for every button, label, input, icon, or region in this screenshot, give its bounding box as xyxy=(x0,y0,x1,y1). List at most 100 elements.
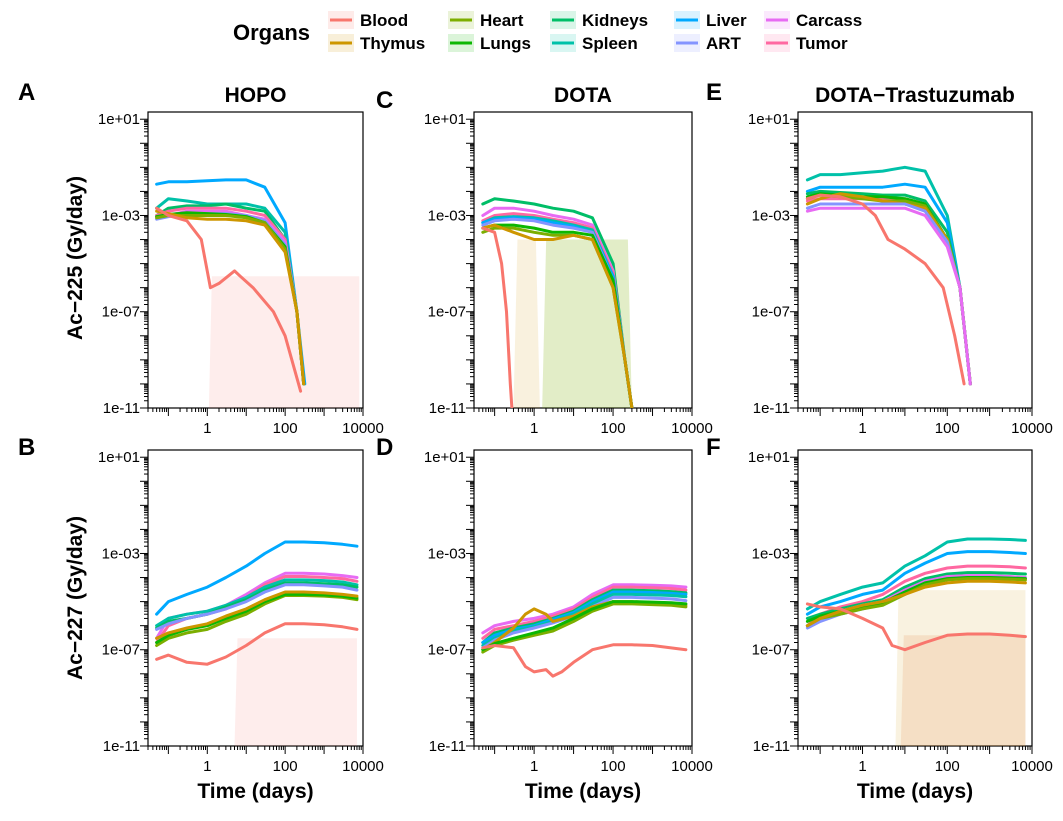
x-tick-label: 100 xyxy=(273,758,298,775)
x-tick-label: 10000 xyxy=(342,758,384,775)
legend-item-kidneys: Kidneys xyxy=(550,11,648,30)
series-line-liver xyxy=(155,540,359,616)
x-tick-label: 10000 xyxy=(1011,758,1053,775)
series-line-carcass xyxy=(805,206,972,386)
legend-label: Blood xyxy=(360,11,408,30)
legend-item-heart: Heart xyxy=(448,11,524,30)
panels: 1 100 10000 1e+01 1e-03 1e-07 1e-11 HOPO A 1 100 10… xyxy=(18,79,1053,803)
series-line-tumor xyxy=(481,585,688,640)
series-line-thymus xyxy=(805,579,1027,628)
legend-label: ART xyxy=(706,34,742,53)
series-line-liver xyxy=(805,550,1027,616)
y-tick-label: 1e+01 xyxy=(748,111,790,128)
x-axis-label: Time (days) xyxy=(525,780,641,803)
series-line-spleen xyxy=(155,578,359,628)
confidence-band xyxy=(208,276,360,408)
panel-f: 1 100 10000 1e+01 1e-03 1e-07 1e-11 Time (days)… xyxy=(706,434,1053,803)
legend-item-carcass: Carcass xyxy=(764,11,862,30)
plot-frame xyxy=(797,449,1033,747)
x-axis-label: Time (days) xyxy=(857,780,973,803)
y-tick-label: 1e-03 xyxy=(102,545,140,562)
series-line-blood xyxy=(481,226,514,408)
legend-item-liver: Liver xyxy=(674,11,747,30)
panel-title: HOPO xyxy=(225,84,287,107)
confidence-band xyxy=(900,635,1026,746)
series-line-spleen xyxy=(805,537,1027,611)
confidence-band xyxy=(895,590,1026,746)
legend-label: Tumor xyxy=(796,34,848,53)
series-group xyxy=(805,165,972,386)
legend-item-blood: Blood xyxy=(328,11,408,30)
plot-frame xyxy=(797,111,1033,409)
x-tick-label: 10000 xyxy=(671,758,713,775)
y-tick-label: 1e-03 xyxy=(102,207,140,224)
x-tick-label: 100 xyxy=(273,420,298,437)
panel-letter: F xyxy=(706,434,721,461)
y-tick-label: 1e+01 xyxy=(424,449,466,466)
row-label: Ac−227 (Gy/day) xyxy=(64,516,87,680)
legend-label: Liver xyxy=(706,11,747,30)
x-tick-label: 100 xyxy=(601,758,626,775)
row-label: Ac−225 (Gy/day) xyxy=(64,176,87,340)
series-line-blood xyxy=(805,193,966,386)
x-tick-label: 10000 xyxy=(671,420,713,437)
series-group xyxy=(155,178,307,393)
x-tick-label: 10000 xyxy=(342,420,384,437)
series-group xyxy=(481,197,634,408)
series-line-blood xyxy=(481,643,688,678)
y-tick-label: 1e-07 xyxy=(102,304,140,321)
x-tick-label: 1 xyxy=(858,758,866,775)
legend-label: Lungs xyxy=(480,34,531,53)
series-line-blood xyxy=(155,206,303,393)
panel-letter: C xyxy=(376,87,393,114)
y-tick-label: 1e-11 xyxy=(753,400,790,417)
y-tick-label: 1e+01 xyxy=(748,449,790,466)
y-tick-label: 1e-11 xyxy=(429,400,466,417)
y-tick-label: 1e+01 xyxy=(424,111,466,128)
y-tick-label: 1e-07 xyxy=(752,642,790,659)
series-line-lungs xyxy=(155,592,359,644)
legend-label: Heart xyxy=(480,11,524,30)
panel-a: 1 100 10000 1e+01 1e-03 1e-07 1e-11 HOPO A xyxy=(18,79,384,437)
y-tick-label: 1e-07 xyxy=(428,304,466,321)
x-tick-label: 1 xyxy=(530,420,538,437)
x-tick-label: 1 xyxy=(203,420,211,437)
series-line-art xyxy=(155,583,359,631)
series-group xyxy=(805,537,1027,652)
panel-letter: B xyxy=(18,434,35,461)
legend-label: Thymus xyxy=(360,34,425,53)
x-axis-label: Time (days) xyxy=(197,780,313,803)
confidence-band xyxy=(513,239,540,408)
legend-label: Kidneys xyxy=(582,11,648,30)
legend-item-spleen: Spleen xyxy=(550,34,638,53)
panel-c: 1 100 10000 1e+01 1e-03 1e-07 1e-11 DOTA C xyxy=(376,84,713,437)
plot-frame xyxy=(147,111,364,409)
legend: Organs Blood Thymus Heart Lungs Kidneys Splee… xyxy=(233,11,862,53)
y-tick-label: 1e-11 xyxy=(103,738,140,755)
y-tick-label: 1e-03 xyxy=(752,207,790,224)
y-tick-label: 1e-03 xyxy=(428,545,466,562)
y-tick-label: 1e-03 xyxy=(428,207,466,224)
series-line-blood xyxy=(155,622,359,666)
x-tick-label: 100 xyxy=(935,420,960,437)
series-group xyxy=(155,540,359,666)
panel-d: 1 100 10000 1e+01 1e-03 1e-07 1e-11 Time (days)… xyxy=(376,434,713,803)
legend-title: Organs xyxy=(233,20,310,45)
series-line-lungs xyxy=(481,600,688,652)
y-tick-label: 1e-07 xyxy=(428,642,466,659)
series-line-heart xyxy=(481,602,688,654)
panel-e: 1 100 10000 1e+01 1e-03 1e-07 1e-11 DOTA−Trastu… xyxy=(706,79,1053,437)
panel-letter: E xyxy=(706,79,722,106)
y-tick-label: 1e-11 xyxy=(429,738,466,755)
panel-title: DOTA xyxy=(554,84,612,107)
y-tick-label: 1e-07 xyxy=(752,304,790,321)
series-line-thymus xyxy=(155,590,359,640)
legend-label: Carcass xyxy=(796,11,862,30)
panel-b: 1 100 10000 1e+01 1e-03 1e-07 1e-11 Time (days)… xyxy=(18,434,384,803)
y-tick-label: 1e-07 xyxy=(102,642,140,659)
row-labels: Ac−225 (Gy/day) Ac−227 (Gy/day) xyxy=(64,176,87,680)
legend-label: Spleen xyxy=(582,34,638,53)
legend-item-lungs: Lungs xyxy=(448,34,531,53)
series-group xyxy=(481,583,688,678)
series-line-thymus xyxy=(155,209,306,386)
